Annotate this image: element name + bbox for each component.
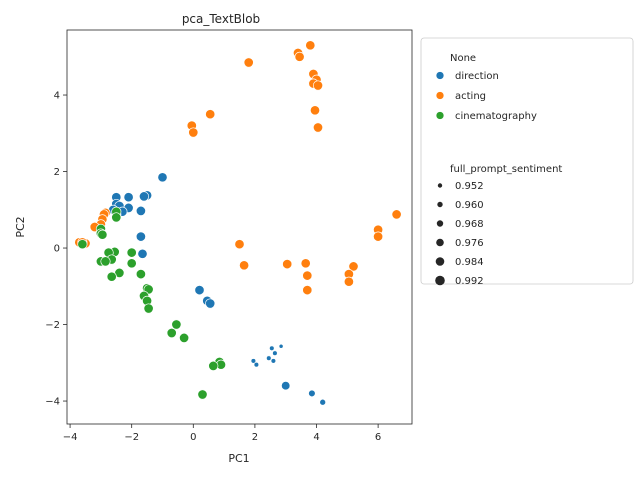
data-point-acting	[302, 270, 313, 281]
legend-label-direction: direction	[455, 71, 499, 82]
data-point-cinematography	[143, 303, 154, 314]
data-point-acting	[294, 51, 305, 62]
data-point-acting	[312, 122, 324, 133]
y-tick-label: 4	[54, 91, 60, 102]
data-point-direction	[266, 355, 272, 361]
x-tick-label: 0	[190, 432, 196, 443]
data-point-acting	[391, 209, 402, 220]
data-point-cinematography	[208, 360, 219, 371]
data-point-cinematography	[106, 271, 117, 282]
data-point-direction	[270, 358, 277, 364]
data-point-cinematography	[126, 247, 137, 258]
data-point-acting	[309, 105, 321, 116]
data-point-direction	[157, 172, 168, 183]
legend-marker-cinematography	[435, 111, 445, 120]
data-point-direction	[281, 381, 291, 391]
x-tick-label: 2	[252, 432, 258, 443]
x-tick-label: 4	[313, 432, 319, 443]
data-point-acting	[312, 80, 324, 91]
data-point-acting	[343, 276, 354, 287]
legend-hue-title: None	[450, 53, 476, 64]
y-tick-label: −2	[45, 320, 60, 331]
data-point-acting	[243, 57, 254, 68]
legend-label-acting: acting	[455, 91, 486, 102]
data-point-direction	[250, 358, 257, 364]
legend-size-label: 0.968	[455, 219, 484, 230]
legend-marker-acting	[435, 91, 445, 100]
data-point-direction	[194, 285, 205, 296]
y-axis-label: PC2	[14, 216, 27, 237]
data-point-cinematography	[77, 239, 88, 250]
x-axis-label: PC1	[228, 452, 249, 465]
x-tick-label: −4	[63, 432, 78, 443]
legend-hue-entries: direction acting cinematography	[435, 71, 537, 122]
data-point-direction	[319, 398, 327, 406]
legend-marker-direction	[435, 71, 445, 80]
data-point-cinematography	[111, 212, 122, 223]
x-tick-label: 6	[375, 432, 381, 443]
data-point-cinematography	[100, 256, 111, 267]
chart-title: pca_TextBlob	[182, 12, 260, 26]
data-point-acting	[282, 259, 293, 270]
legend-size-label: 0.976	[455, 238, 484, 249]
plot-frame	[66, 29, 413, 425]
data-point-direction	[137, 248, 148, 259]
legend-size-label: 0.960	[455, 200, 484, 211]
data-point-acting	[305, 40, 316, 51]
legend-label-cinematography: cinematography	[455, 111, 537, 122]
data-point-direction	[135, 205, 146, 216]
legend-size-label: 0.984	[455, 257, 484, 268]
legend-size-marker	[436, 220, 444, 227]
data-point-acting	[302, 285, 313, 296]
plot-area	[74, 40, 402, 406]
data-point-direction	[269, 345, 275, 352]
legend-size-entries: 0.952 0.960 0.968 0.976 0.984 0.992	[435, 181, 484, 287]
data-point-acting	[348, 261, 359, 272]
data-point-direction	[135, 231, 146, 242]
data-point-direction	[205, 298, 216, 309]
legend-size-marker	[437, 183, 443, 188]
data-point-direction	[138, 191, 150, 202]
data-point-cinematography	[166, 327, 177, 339]
data-point-cinematography	[197, 389, 208, 400]
legend-size-label: 0.992	[455, 276, 484, 287]
data-point-direction	[272, 350, 278, 356]
data-point-cinematography	[135, 269, 146, 280]
data-point-cinematography	[126, 258, 137, 269]
data-point-cinematography	[97, 229, 108, 240]
y-axis: −4 −2 0 2 4	[45, 91, 67, 408]
data-point-direction	[253, 361, 260, 368]
data-point-acting	[205, 109, 216, 120]
data-point-direction	[123, 192, 134, 203]
data-point-acting	[300, 258, 311, 269]
y-tick-label: 0	[54, 244, 60, 255]
legend-size-marker	[436, 238, 444, 247]
legend-size-marker	[435, 275, 445, 286]
data-point-acting	[373, 231, 384, 242]
y-tick-label: −4	[45, 397, 60, 408]
data-point-direction	[278, 343, 284, 349]
legend-box	[420, 37, 634, 285]
x-tick-label: −2	[124, 432, 139, 443]
legend-size-marker	[435, 257, 445, 266]
data-point-direction	[308, 389, 316, 398]
x-axis: −4 −2 0 2 4 6	[63, 424, 381, 443]
legend-size-title: full_prompt_sentiment	[450, 164, 562, 175]
legend: None direction acting cinematography full_…	[420, 37, 634, 287]
data-point-cinematography	[179, 332, 190, 343]
data-point-acting	[234, 239, 245, 250]
legend-size-marker	[437, 201, 443, 208]
y-tick-label: 2	[54, 167, 60, 178]
legend-size-label: 0.952	[455, 181, 484, 192]
data-point-cinematography	[171, 319, 182, 330]
data-point-acting	[188, 127, 199, 138]
data-point-acting	[239, 260, 250, 271]
